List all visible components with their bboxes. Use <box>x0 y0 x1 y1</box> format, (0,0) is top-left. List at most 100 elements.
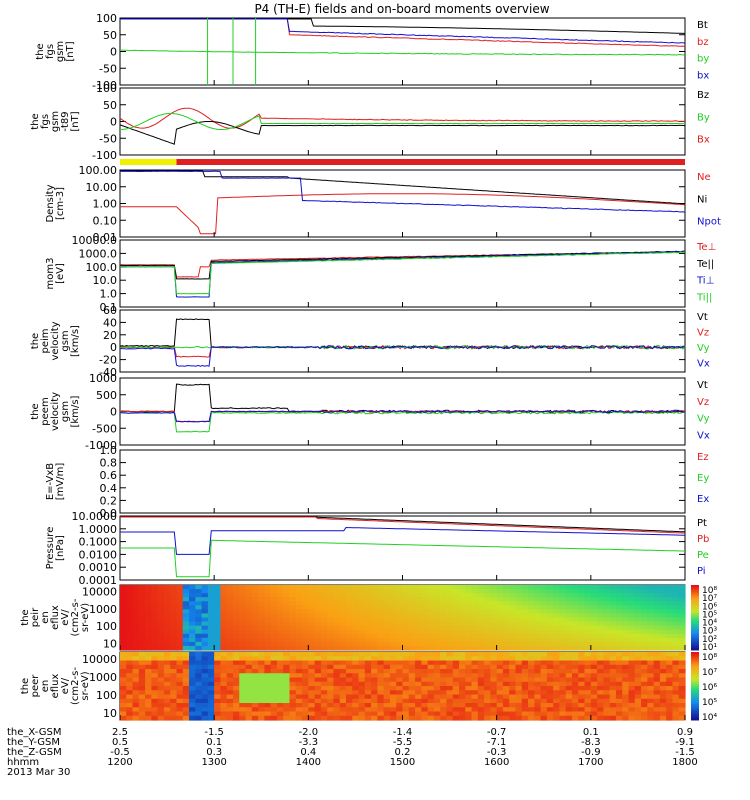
heat-cell <box>490 715 498 721</box>
heat-cell <box>427 585 435 590</box>
heat-cell <box>346 617 353 623</box>
heat-cell <box>233 617 240 623</box>
heat-cell <box>396 690 404 696</box>
heat-cell <box>352 686 360 691</box>
heat-cell <box>659 669 667 674</box>
heat-cell <box>440 669 448 674</box>
heat-cell <box>628 690 636 696</box>
heat-cell <box>201 660 209 666</box>
heat-cell <box>603 589 611 594</box>
heat-cell <box>484 660 491 666</box>
heat-cell <box>333 637 341 643</box>
heat-cell <box>471 645 479 651</box>
heat-cell <box>358 652 366 657</box>
heat-cell <box>132 669 140 674</box>
heat-cell <box>163 613 171 619</box>
heat-cell <box>189 609 196 615</box>
heat-cell <box>452 597 460 602</box>
heat-cell <box>496 711 504 717</box>
heat-cell <box>195 677 203 683</box>
heat-cell <box>226 694 234 700</box>
heat-cell <box>377 641 385 647</box>
heat-cell <box>415 664 422 670</box>
heat-cell <box>421 621 429 627</box>
heat-cell <box>170 637 178 643</box>
colorbar-cell <box>691 630 699 634</box>
heat-cell <box>120 652 127 657</box>
heat-cell <box>320 637 328 643</box>
heat-cell <box>440 609 448 615</box>
heat-cell <box>421 715 429 721</box>
heat-cell <box>540 641 548 647</box>
heat-cell <box>565 613 573 619</box>
heat-cell <box>283 660 291 666</box>
heat-cell <box>270 664 278 670</box>
heat-cell <box>597 589 604 594</box>
heat-cell <box>295 694 303 700</box>
heat-cell <box>377 613 385 619</box>
heat-cell <box>484 597 491 602</box>
colorbar-cell <box>691 641 699 644</box>
colorbar-cell <box>691 604 699 608</box>
heat-cell <box>565 641 573 647</box>
heat-cell <box>289 664 297 670</box>
heat-cell <box>295 589 303 594</box>
heat-cell <box>289 625 297 631</box>
heat-cell <box>597 637 604 643</box>
heat-cell <box>509 703 517 708</box>
heat-cell <box>534 621 542 627</box>
heat-cell <box>490 690 498 696</box>
heat-cell <box>572 656 579 662</box>
heat-cell <box>634 652 642 657</box>
legend-Bz: Bz <box>697 90 709 101</box>
heat-cell <box>628 664 636 670</box>
heat-cell <box>609 711 617 717</box>
heat-cell <box>120 690 127 696</box>
y-tick-label: 500 <box>96 389 117 402</box>
heat-cell <box>157 597 165 602</box>
heat-cell <box>609 703 617 708</box>
heat-cell <box>245 677 253 683</box>
y-axis-label: (cm2-s- <box>70 598 81 636</box>
heat-cell <box>565 629 573 635</box>
heat-cell <box>647 609 655 615</box>
heat-cell <box>666 656 674 662</box>
heat-cell <box>239 673 247 679</box>
heat-cell <box>615 621 623 627</box>
heat-cell <box>189 601 196 606</box>
heat-cell <box>622 593 630 598</box>
heat-cell <box>264 597 272 602</box>
heat-cell <box>459 656 466 662</box>
heat-cell <box>578 715 586 721</box>
heat-cell <box>346 677 353 683</box>
heat-cell <box>421 629 429 635</box>
heat-cell <box>590 677 598 683</box>
heat-cell <box>195 664 203 670</box>
heat-cell <box>628 656 636 662</box>
heat-cell <box>440 617 448 623</box>
heat-cell <box>120 707 127 713</box>
colorbar-cell <box>691 652 699 655</box>
heat-cell <box>496 585 504 590</box>
heat-cell <box>245 641 253 647</box>
heat-cell <box>653 585 661 590</box>
heat-cell <box>320 585 328 590</box>
heat-cell <box>534 585 542 590</box>
heat-cell <box>314 617 322 623</box>
heat-cell <box>195 694 203 700</box>
heat-cell <box>459 585 466 590</box>
heat-cell <box>182 677 190 683</box>
heat-cell <box>201 664 209 670</box>
heat-cell <box>572 601 579 606</box>
heat-cell <box>333 617 341 623</box>
heat-cell <box>264 664 272 670</box>
heat-cell <box>502 656 510 662</box>
heat-cell <box>540 645 548 651</box>
heat-cell <box>320 601 328 606</box>
y-axis-label: mom3 <box>45 258 56 290</box>
heat-cell <box>251 625 259 631</box>
heat-cell <box>264 673 272 679</box>
heat-cell <box>502 621 510 627</box>
heat-cell <box>138 621 146 627</box>
heat-cell <box>553 625 561 631</box>
